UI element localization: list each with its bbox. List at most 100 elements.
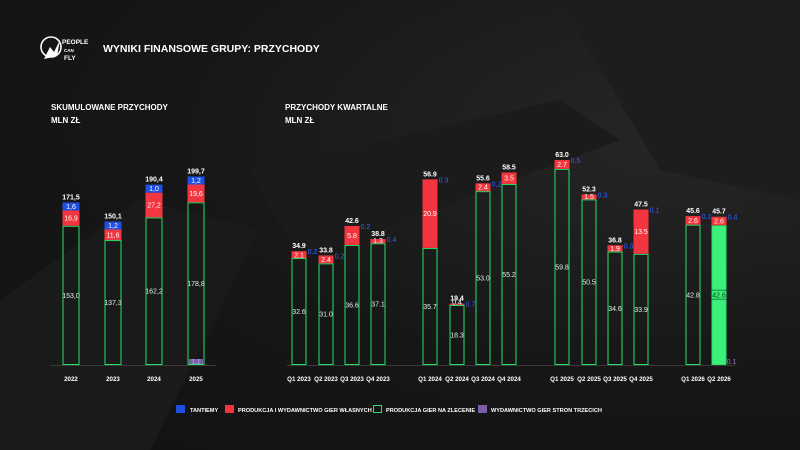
category-label: Q1 2026 <box>681 376 705 383</box>
data-label-total: 52.3 <box>582 186 596 193</box>
data-label-wydawnictwo-trzecie: 1,1 <box>191 359 200 366</box>
bar-segment-produkcja-wlasna <box>291 251 307 259</box>
bar-segment-produkcja-zlecenie <box>370 243 386 365</box>
svg-text:PEOPLE: PEOPLE <box>62 39 89 46</box>
data-label-total: 63.0 <box>555 152 569 159</box>
data-label-produkcja-zlecenie: 162,2 <box>145 289 163 296</box>
data-label-produkcja-wlasna: 27,2 <box>147 203 161 210</box>
data-label-produkcja-wlasna: 3.5 <box>504 176 514 183</box>
data-label-produkcja-wlasna: 1.9 <box>610 246 620 253</box>
category-label: Q4 2025 <box>629 376 653 383</box>
legend-item-tantiemy: TANTIEMY <box>176 405 218 414</box>
legend-label-produkcja-zlecenie: PRODUKCJA GIER NA ZLECENIE <box>386 408 475 414</box>
category-label: 2024 <box>147 376 161 383</box>
category-label: Q3 2025 <box>603 376 627 383</box>
data-label-produkcja-zlecenie: 32.6 <box>292 309 306 316</box>
legend-label-tantiemy: TANTIEMY <box>190 408 218 414</box>
data-label-produkcja-zlecenie: 18.3 <box>450 332 464 339</box>
data-label-tantiemy: 0.2 <box>702 214 712 221</box>
category-label: Q1 2024 <box>418 376 442 383</box>
data-label-produkcja-wlasna: 11,6 <box>106 232 119 239</box>
bar-segment-produkcja-wlasna <box>711 216 727 226</box>
quarterly-chart-title: PRZYCHODY KWARTALNE <box>285 103 388 112</box>
category-label: Q2 2026 <box>707 376 731 383</box>
data-label-total: 38.8 <box>371 231 385 238</box>
background-shape <box>0 200 260 450</box>
category-label: Q4 2024 <box>497 376 521 383</box>
cumulative-chart-unit: MLN ZŁ <box>51 116 80 125</box>
data-label-produkcja-zlecenie: 55.2 <box>502 272 516 279</box>
legend-item-wydawnictwo-trzecie: WYDAWNICTWO GIER STRON TRZECICH <box>478 405 602 414</box>
bar-segment-produkcja-zlecenie <box>554 168 570 365</box>
data-label-produkcja-wlasna: 1.3 <box>373 238 383 245</box>
bar-segment-produkcja-zlecenie <box>633 253 649 365</box>
data-label-total: 19.4 <box>450 296 464 303</box>
bar-segment-produkcja-zlecenie <box>62 225 80 365</box>
data-label-tantiemy: 0.4 <box>387 237 397 244</box>
data-label-tantiemy: 0.3 <box>624 243 634 250</box>
data-label-produkcja-zlecenie: 36.6 <box>345 302 359 309</box>
legend-item-produkcja-zlecenie: PRODUKCJA GIER NA ZLECENIE <box>373 405 475 414</box>
category-label: Q2 2023 <box>314 376 338 383</box>
bar-segment-tantiemy <box>187 176 205 185</box>
data-label-produkcja-zlecenie: 35.7 <box>423 304 437 311</box>
data-label-tantiemy: 0.2 <box>361 224 371 231</box>
data-label-produkcja-zlecenie: 178,8 <box>187 281 205 288</box>
data-label-produkcja-zlecenie: 53.0 <box>476 276 490 283</box>
bar-segment-tantiemy <box>104 221 122 230</box>
category-label: Q1 2023 <box>287 376 311 383</box>
legend-swatch-wydawnictwo-trzecie <box>478 405 487 413</box>
data-label-tantiemy: 0.4 <box>728 215 738 222</box>
bar-segment-produkcja-zlecenie <box>291 258 307 365</box>
category-label: Q3 2024 <box>471 376 495 383</box>
svg-text:CAN: CAN <box>64 48 74 53</box>
bar-segment-produkcja-wlasna <box>104 229 122 241</box>
bar-segment-produkcja-wlasna <box>344 225 360 245</box>
data-label-tantiemy: 1,2 <box>108 223 118 230</box>
quarterly-chart-unit: MLN ZŁ <box>285 116 314 125</box>
data-label-tantiemy: 0.3 <box>598 192 608 199</box>
data-label-total: 47.5 <box>634 202 648 209</box>
bar-segment-produkcja-zlecenie <box>344 244 360 365</box>
data-label-produkcja-zlecenie: 34.6 <box>608 306 622 313</box>
legend-swatch-produkcja-wlasna <box>225 405 234 413</box>
data-label-produkcja-wlasna: 2.4 <box>478 185 488 192</box>
category-label: Q1 2025 <box>550 376 574 383</box>
data-label-produkcja-zlecenie: 33.9 <box>634 307 648 314</box>
data-label-total: 190,4 <box>145 177 163 184</box>
chart-legend: TANTIEMY PRODUKCJA I WYDAWNICTWO GIER WŁ… <box>176 405 602 414</box>
data-label-frame <box>710 289 728 300</box>
category-label: Q3 2023 <box>340 376 364 383</box>
bar-segment-produkcja-wlasna <box>187 184 205 203</box>
slide-title: WYNIKI FINANSOWE GRUPY: PRZYCHODY <box>103 43 320 55</box>
data-label-total: 150,1 <box>104 214 122 221</box>
category-label: 2022 <box>64 376 78 383</box>
data-label-produkcja-wlasna: 2.7 <box>557 162 567 169</box>
category-label: 2023 <box>106 376 120 383</box>
data-label-total: 45.7 <box>712 209 726 216</box>
bar-segment-produkcja-wlasna <box>633 209 649 254</box>
data-label-tantiemy: 0.2 <box>335 253 345 260</box>
bar-segment-produkcja-wlasna <box>370 239 386 244</box>
data-label-produkcja-wlasna: 19,6 <box>189 191 203 198</box>
category-label: Q2 2024 <box>445 376 469 383</box>
bar-segment-produkcja-wlasna <box>685 216 701 225</box>
data-label-produkcja-wlasna: 16,9 <box>64 216 78 223</box>
bar-segment-produkcja-wlasna <box>62 210 80 226</box>
data-label-tantiemy: 1,2 <box>191 178 201 185</box>
legend-item-produkcja-wlasna: PRODUKCJA I WYDAWNICTWO GIER WŁASNYCH <box>225 405 372 414</box>
bar-segment-produkcja-wlasna <box>449 303 465 305</box>
legend-label-wydawnictwo-trzecie: WYDAWNICTWO GIER STRON TRZECICH <box>491 408 602 414</box>
bar-segment-produkcja-zlecenie <box>104 240 122 366</box>
cumulative-chart-title: SKUMULOWANE PRZYCHODY <box>51 103 169 112</box>
bar-segment-produkcja-zlecenie <box>581 199 597 365</box>
bar-segment-produkcja-zlecenie <box>187 202 205 365</box>
bar-segment-produkcja-wlasna <box>475 183 491 192</box>
data-label-produkcja-zlecenie: 153,0 <box>62 293 80 300</box>
legend-swatch-tantiemy <box>176 405 185 413</box>
data-label-produkcja-wlasna: 2.1 <box>294 253 304 260</box>
data-label-total: 42.6 <box>345 218 359 225</box>
data-label-produkcja-zlecenie: 42.8 <box>686 292 700 299</box>
data-label-produkcja-wlasna: 13.5 <box>634 229 648 236</box>
